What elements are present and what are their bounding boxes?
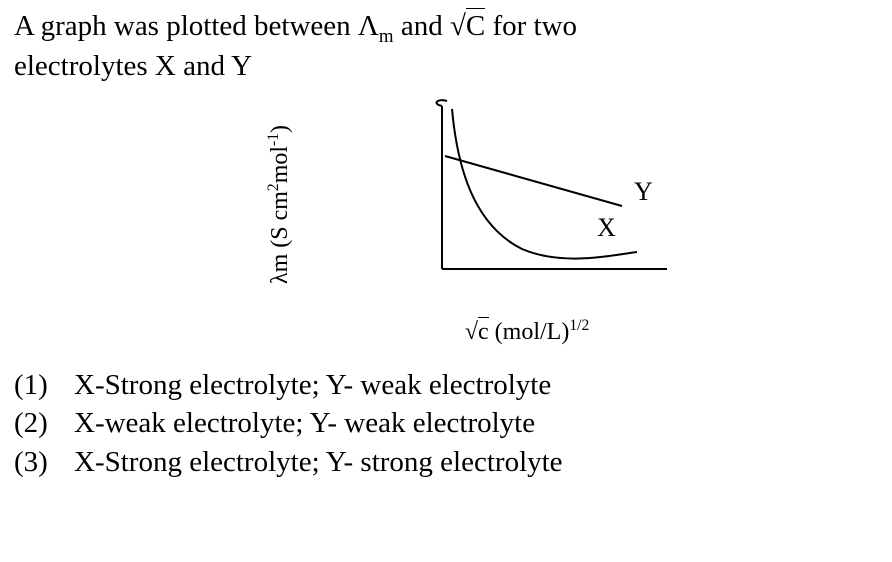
series-Y	[445, 156, 622, 206]
chart-figure: λm (S cm2mol-1) XY c (mol/L)1/2	[199, 93, 693, 348]
q-line1-pre: A graph was plotted between Λ	[14, 10, 379, 42]
sqrt-C: C	[450, 8, 485, 44]
option-1: (1) X-Strong electrolyte; Y- weak electr…	[14, 367, 878, 403]
y-axis-hook	[437, 100, 447, 106]
sqrt-C-arg: C	[466, 8, 485, 42]
option-2-text: X-weak electrolyte; Y- weak electrolyte	[74, 405, 535, 441]
sqrt-c-xlabel: c	[465, 317, 489, 347]
chart-svg: XY	[362, 94, 692, 304]
ylabel-mid: mol	[267, 146, 293, 183]
option-3-num: (3)	[14, 444, 74, 480]
figure-container: λm (S cm2mol-1) XY c (mol/L)1/2	[14, 93, 878, 358]
question-text: A graph was plotted between Λm and C for…	[14, 8, 878, 85]
ylabel-prefix: λm (S cm	[267, 191, 293, 284]
ylabel-suffix: )	[267, 125, 293, 133]
sqrt-c-arg: c	[478, 317, 489, 345]
series-label-X: X	[597, 213, 616, 242]
xlabel-mid: (mol/L)	[489, 319, 570, 345]
option-3-text: X-Strong electrolyte; Y- strong electrol…	[74, 444, 563, 480]
q-line2: electrolytes X and Y	[14, 50, 252, 82]
option-3: (3) X-Strong electrolyte; Y- strong elec…	[14, 444, 878, 480]
q-line1-mid: and	[394, 10, 450, 42]
q-line1-post: for two	[485, 10, 577, 42]
y-axis-label: λm (S cm2mol-1)	[264, 125, 295, 284]
series-label-Y: Y	[634, 177, 653, 206]
q-line1-sub: m	[379, 26, 394, 47]
option-2-num: (2)	[14, 405, 74, 441]
x-axis-label: c (mol/L)1/2	[465, 319, 589, 345]
option-1-text: X-Strong electrolyte; Y- weak electrolyt…	[74, 367, 551, 403]
ylabel-sup1: 2	[265, 183, 282, 191]
options-list: (1) X-Strong electrolyte; Y- weak electr…	[14, 367, 878, 480]
option-1-num: (1)	[14, 367, 74, 403]
option-2: (2) X-weak electrolyte; Y- weak electrol…	[14, 405, 878, 441]
ylabel-sup2: -1	[265, 133, 282, 146]
xlabel-sup: 1/2	[569, 317, 589, 334]
